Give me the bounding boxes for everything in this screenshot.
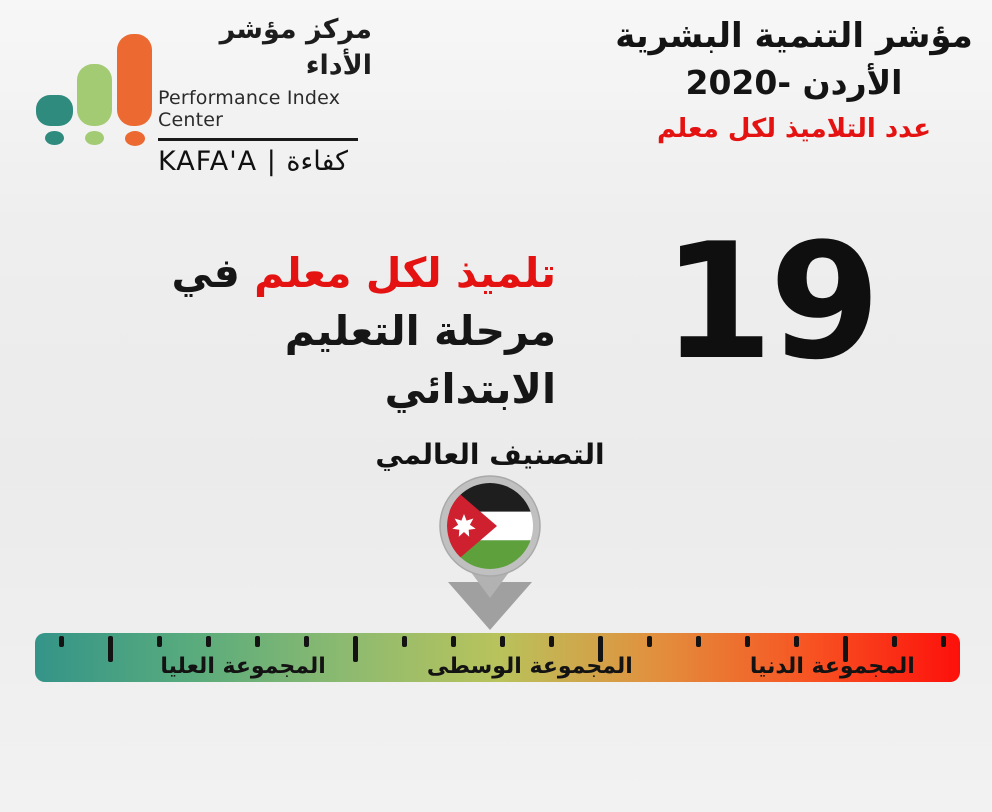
- brand-name-arabic: مركز مؤشر الأداء: [219, 14, 372, 82]
- scale-tick: [696, 636, 701, 647]
- scale-tick: [451, 636, 456, 647]
- report-title: مؤشر التنمية البشرية: [615, 16, 973, 56]
- scale-tick: [304, 636, 309, 647]
- scale-tick: [206, 636, 211, 647]
- scale-tick: [157, 636, 162, 647]
- stat-label-red: تلميذ لكل معلم: [254, 249, 556, 297]
- stat-label-line2: مرحلة التعليم الابتدائي: [284, 307, 556, 414]
- scale-tick: [941, 636, 946, 647]
- scale-tick: [892, 636, 897, 647]
- logo-dot-teal: [45, 131, 64, 145]
- scale-tick: [843, 636, 848, 662]
- ranking-scale-bar: المجموعة العليا المجموعة الوسطى المجموعة ا…: [35, 633, 960, 682]
- report-year-country: 2020- الأردن: [685, 63, 903, 103]
- scale-tick: [255, 636, 260, 647]
- stat-label-suffix: في: [171, 249, 240, 297]
- logo-bar-green: [77, 64, 112, 126]
- scale-tick: [353, 636, 358, 662]
- scale-tick: [108, 636, 113, 662]
- scale-tick: [647, 636, 652, 647]
- scale-tick: [549, 636, 554, 647]
- pin-arrow-icon: [448, 582, 533, 630]
- scale-tick: [500, 636, 505, 647]
- brand-name-english: Performance Index Center: [158, 86, 341, 131]
- metric-title: عدد التلاميذ لكل معلم: [657, 113, 931, 144]
- scale-tick: [745, 636, 750, 647]
- stat-label: تلميذ لكل معلم في مرحلة التعليم الابتدائ…: [106, 244, 556, 419]
- scale-group-label-2: المجموعة الدنيا: [749, 654, 915, 679]
- scale-group-label-0: المجموعة العليا: [160, 654, 326, 679]
- jordan-flag-icon: [447, 483, 534, 569]
- logo-dot-orange: [125, 131, 145, 146]
- scale-tick: [59, 636, 64, 647]
- header-title-block: مؤشر التنمية البشرية 2020- الأردن عدد ال…: [608, 12, 980, 144]
- footer: @PerformanceIndx @Performance_Index المص…: [0, 702, 992, 812]
- jordan-flag-pin: [439, 475, 541, 630]
- scale-tick: [402, 636, 407, 647]
- logo-dot-green: [85, 131, 104, 145]
- brand-text-block: مركز مؤشر الأداء Performance Index Cente…: [158, 12, 372, 177]
- stat-value: 19: [662, 208, 881, 395]
- brand-divider: [158, 137, 358, 141]
- scale-group-label-1: المجموعة الوسطى: [426, 654, 633, 679]
- ranking-title: التصنيف العالمي: [375, 438, 605, 471]
- scale-tick: [794, 636, 799, 647]
- scale-tick: [598, 636, 603, 662]
- logo-bar-orange: [117, 34, 152, 126]
- brand-kafaa-label: KAFA'A | كفاءة: [158, 145, 348, 177]
- bar-chart-logo-icon: [17, 12, 152, 147]
- logo-bar-teal: [36, 95, 73, 126]
